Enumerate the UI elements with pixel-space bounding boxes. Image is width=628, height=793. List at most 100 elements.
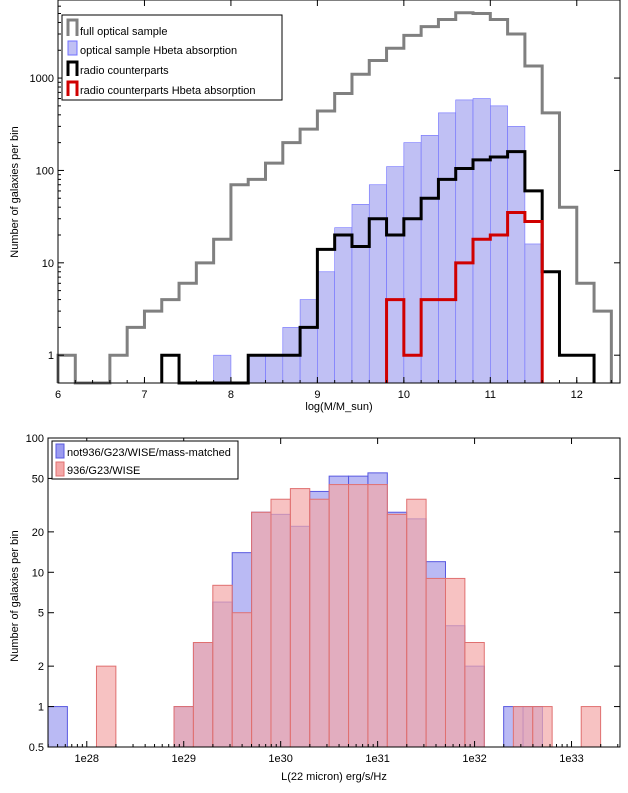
- top-legend-swatch-radio: [66, 60, 79, 76]
- bottom-legend: not936/G23/WISE/mass-matched 936/G23/WIS…: [51, 440, 239, 480]
- lum-bar-1: [512, 706, 534, 748]
- hbeta-bar: [317, 271, 335, 384]
- top-x-tick-label: 11: [485, 389, 496, 401]
- lum-bar-1: [367, 484, 388, 748]
- bottom-y-tick-label: 20: [32, 527, 44, 539]
- lum-bar-1: [173, 706, 194, 748]
- top-y-tick-label: 1: [48, 350, 54, 362]
- lum-bar-1: [231, 612, 253, 748]
- bottom-axis-ticks: 1e28 1e29 1e30 1e31 1e32 1e33 0.5 1 2 5 10 20 50 100: [26, 433, 620, 765]
- lum-bar-1: [251, 511, 272, 748]
- top-x-tick-label: 9: [314, 389, 320, 401]
- top-chart: 6 7 8 9 10 11 12 1 10 100 1000 log(M/M_sun) Number…: [9, 0, 621, 413]
- bottom-y-tick-label: 10: [32, 567, 44, 579]
- hbeta-bar: [351, 204, 370, 384]
- bottom-y-tick-label: 100: [26, 433, 44, 445]
- bottom-y-tick-label: 1: [38, 702, 44, 714]
- bottom-y-tick-label: 50: [32, 473, 44, 485]
- top-legend-label-radio: radio counterparts: [80, 65, 169, 77]
- bottom-x-tick-label: 1e33: [559, 753, 583, 765]
- lum-bar-1: [328, 484, 350, 748]
- top-y-tick-label: 10: [42, 258, 54, 270]
- bottom-legend-entry-936: 936/G23/WISE: [55, 461, 140, 477]
- top-legend-swatch-hbeta: [67, 40, 78, 56]
- lum-bar-1: [270, 498, 291, 748]
- top-y-tick-label: 1000: [30, 73, 54, 85]
- bottom-x-tick-label: 1e29: [171, 753, 195, 765]
- bottom-legend-swatch-not936: [55, 443, 65, 459]
- series-line-2: [160, 150, 596, 385]
- bottom-plot-border: [47, 437, 621, 748]
- series-line-0: [56, 11, 613, 385]
- hbeta-bar: [507, 126, 526, 384]
- lum-bar-1: [348, 484, 369, 748]
- top-legend: full optical sample optical sample Hbeta…: [61, 14, 283, 101]
- hbeta-bar: [420, 135, 439, 384]
- top-hist-layers: [56, 11, 613, 385]
- hbeta-bar: [455, 99, 474, 384]
- bottom-y-tick-label: 2: [38, 661, 44, 673]
- lum-bar-1: [95, 665, 117, 748]
- bottom-y-tick-label: 0.5: [29, 742, 44, 754]
- bottom-x-tick-label: 1e32: [462, 753, 486, 765]
- lum-bar-1: [289, 488, 311, 748]
- top-x-tick-label: 10: [398, 389, 410, 401]
- bottom-y-tick-label: 5: [38, 608, 44, 620]
- hbeta-bar: [334, 227, 353, 384]
- bottom-x-tick-label: 1e31: [365, 753, 389, 765]
- top-x-axis-title: log(M/M_sun): [305, 401, 372, 413]
- bottom-x-tick-label: 1e30: [268, 753, 292, 765]
- bottom-x-axis-title: L(22 micron) erg/s/Hz: [281, 771, 387, 783]
- top-legend-entry-full: full optical sample: [66, 18, 167, 38]
- top-x-tick-label: 8: [228, 389, 234, 401]
- series-line-3: [385, 211, 544, 383]
- lum-bar-1: [532, 706, 553, 748]
- top-legend-entry-radio-hbeta: radio counterparts Hbeta absorption: [66, 80, 256, 97]
- top-legend-label-full: full optical sample: [80, 26, 167, 38]
- lum-bar-0: [47, 706, 68, 748]
- bottom-y-axis-title: Number of galaxies per bin: [9, 530, 21, 661]
- hbeta-bar: [490, 105, 508, 384]
- bottom-hist-layers: [47, 472, 602, 748]
- top-axis-ticks: 6 7 8 9 10 11 12 1 10 100 1000: [30, 0, 620, 401]
- top-x-tick-label: 12: [571, 389, 583, 401]
- top-legend-entry-hbeta: optical sample Hbeta absorption: [67, 40, 237, 57]
- lum-bar-1: [212, 584, 233, 748]
- bottom-legend-label-not936: not936/G23/WISE/mass-matched: [67, 447, 231, 459]
- top-plot-border: [57, 0, 621, 384]
- hbeta-bar: [524, 243, 543, 384]
- top-legend-swatch-full: [66, 18, 79, 36]
- hbeta-bar: [213, 354, 232, 384]
- lum-bar-1: [464, 642, 485, 748]
- lum-bar-1: [309, 498, 330, 748]
- lum-bar-1: [386, 513, 408, 748]
- top-y-tick-label: 100: [36, 165, 54, 177]
- lum-bar-1: [580, 706, 602, 748]
- bottom-chart: 1e28 1e29 1e30 1e31 1e32 1e330.5125102050100 …: [9, 433, 621, 783]
- top-y-axis-title: Number of galaxies per bin: [9, 126, 21, 257]
- top-x-tick-label: 6: [55, 389, 61, 401]
- hbeta-bar: [438, 112, 457, 384]
- bottom-legend-entry-not936: not936/G23/WISE/mass-matched: [55, 443, 231, 459]
- hbeta-bar: [403, 142, 422, 384]
- top-legend-label-hbeta: optical sample Hbeta absorption: [80, 45, 237, 57]
- lum-bar-1: [406, 498, 427, 748]
- hbeta-bar: [472, 98, 491, 384]
- lum-bar-1: [444, 577, 466, 748]
- bottom-legend-label-936: 936/G23/WISE: [67, 465, 140, 477]
- top-legend-entry-radio: radio counterparts: [66, 60, 169, 77]
- bottom-legend-swatch-936: [55, 461, 65, 477]
- lum-bar-1: [192, 642, 214, 748]
- top-x-tick-label: 7: [141, 389, 147, 401]
- hbeta-bar: [386, 166, 405, 384]
- lum-bar-1: [425, 577, 446, 748]
- top-legend-swatch-radio-hbeta: [66, 80, 79, 96]
- top-legend-label-radio-hbeta: radio counterparts Hbeta absorption: [80, 85, 256, 97]
- hbeta-bar: [299, 299, 318, 384]
- top-legend-box: [61, 14, 283, 101]
- bottom-x-tick-label: 1e28: [75, 753, 99, 765]
- hbeta-bar: [368, 184, 387, 384]
- hbeta-bar: [247, 354, 266, 384]
- hbeta-bar: [265, 354, 284, 384]
